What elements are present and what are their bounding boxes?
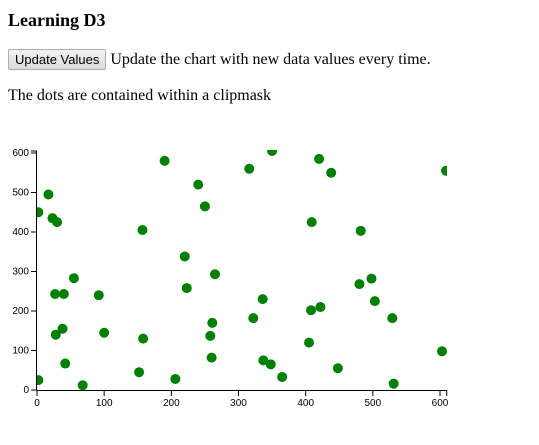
scatter-dot — [326, 167, 337, 178]
scatter-dot — [43, 189, 54, 200]
x-tick-label: 200 — [163, 398, 180, 409]
scatter-dot — [306, 217, 317, 228]
controls-row: Update Values Update the chart with new … — [8, 49, 431, 70]
scatter-dot — [170, 373, 181, 384]
scatter-dot — [387, 313, 398, 324]
x-tick: 600 — [432, 390, 449, 409]
y-tick-label: 600 — [12, 148, 29, 159]
scatter-dot — [181, 283, 192, 294]
x-tick: 200 — [163, 390, 180, 409]
scatter-dot — [437, 346, 447, 357]
y-tick-label: 500 — [12, 188, 29, 199]
y-tick: 100 — [12, 346, 37, 357]
scatter-dot — [206, 352, 217, 363]
scatter-dot — [306, 305, 317, 316]
y-tick: 500 — [12, 188, 37, 199]
scatter-dot — [50, 289, 61, 300]
x-tick: 100 — [96, 390, 113, 409]
scatter-dot — [257, 294, 268, 305]
scatter-dot — [388, 378, 399, 389]
scatter-dot — [277, 371, 288, 382]
scatter-dot — [354, 279, 365, 290]
x-tick: 300 — [230, 390, 247, 409]
scatter-dot — [68, 273, 79, 284]
scatter-dot — [244, 163, 255, 174]
page-heading: Learning D3 — [8, 10, 106, 30]
scatter-dot — [258, 355, 269, 366]
y-tick-label: 100 — [12, 346, 29, 357]
scatter-dot — [366, 273, 377, 284]
x-tick-label: 400 — [297, 398, 314, 409]
scatter-dot — [304, 337, 315, 348]
x-tick-label: 100 — [96, 398, 113, 409]
y-tick: 600 — [12, 148, 37, 159]
scatter-dot — [315, 302, 326, 313]
y-tick: 0 — [23, 385, 37, 396]
scatter-chart: 0 100 200 300 400 500 600 0 100 200 300 400 500 600 — [12, 148, 449, 409]
scatter-dot — [77, 380, 88, 390]
scatter-dot — [99, 327, 110, 338]
y-tick-label: 0 — [23, 385, 29, 396]
scatter-dot — [52, 217, 63, 228]
y-tick: 200 — [12, 306, 37, 317]
scatter-dot — [138, 333, 149, 344]
scatter-dot — [369, 296, 380, 307]
scatter-dot — [37, 375, 44, 386]
x-tick: 500 — [364, 390, 382, 409]
x-tick-label: 500 — [364, 398, 381, 409]
scatter-dot — [179, 251, 190, 262]
x-axis: 0 100 200 300 400 500 600 — [34, 390, 449, 409]
scatter-dot — [60, 358, 71, 369]
scatter-dot — [207, 317, 218, 328]
x-axis-line — [36, 390, 448, 396]
y-axis-line — [31, 150, 37, 391]
update-description: Update the chart with new data values ev… — [110, 50, 431, 68]
clipmask-note: The dots are contained within a clipmask — [8, 87, 272, 104]
scatter-dot — [267, 150, 278, 157]
y-tick-label: 300 — [12, 267, 29, 278]
x-tick: 0 — [34, 390, 40, 409]
scatter-dot — [159, 155, 170, 166]
x-tick-label: 0 — [34, 398, 40, 409]
scatter-dot — [199, 201, 210, 212]
scatter-dot — [193, 179, 204, 190]
y-tick: 300 — [12, 267, 37, 278]
scatter-dot — [332, 363, 343, 374]
scatter-dot — [355, 225, 366, 236]
scatter-dot — [57, 323, 68, 334]
scatter-dot — [209, 269, 220, 280]
scatter-dot — [37, 207, 44, 218]
y-tick-label: 200 — [12, 306, 29, 317]
y-tick: 400 — [12, 227, 37, 238]
y-tick-label: 400 — [12, 227, 29, 238]
scatter-dot — [50, 329, 61, 340]
scatter-dot — [58, 289, 69, 300]
x-tick-label: 300 — [230, 398, 247, 409]
x-tick: 400 — [297, 390, 314, 409]
scatter-dot — [137, 225, 148, 236]
scatter-dot — [248, 313, 259, 324]
dots-group — [37, 150, 447, 390]
y-axis: 0 100 200 300 400 500 600 — [12, 148, 37, 396]
scatter-dot — [134, 367, 145, 378]
update-values-button[interactable]: Update Values — [8, 49, 107, 70]
scatter-dot — [93, 290, 104, 301]
x-tick-label: 600 — [432, 398, 449, 409]
scatter-dot — [205, 330, 216, 341]
scatter-dot — [441, 165, 447, 176]
scatter-dot — [265, 359, 276, 370]
scatter-dot — [314, 153, 325, 164]
